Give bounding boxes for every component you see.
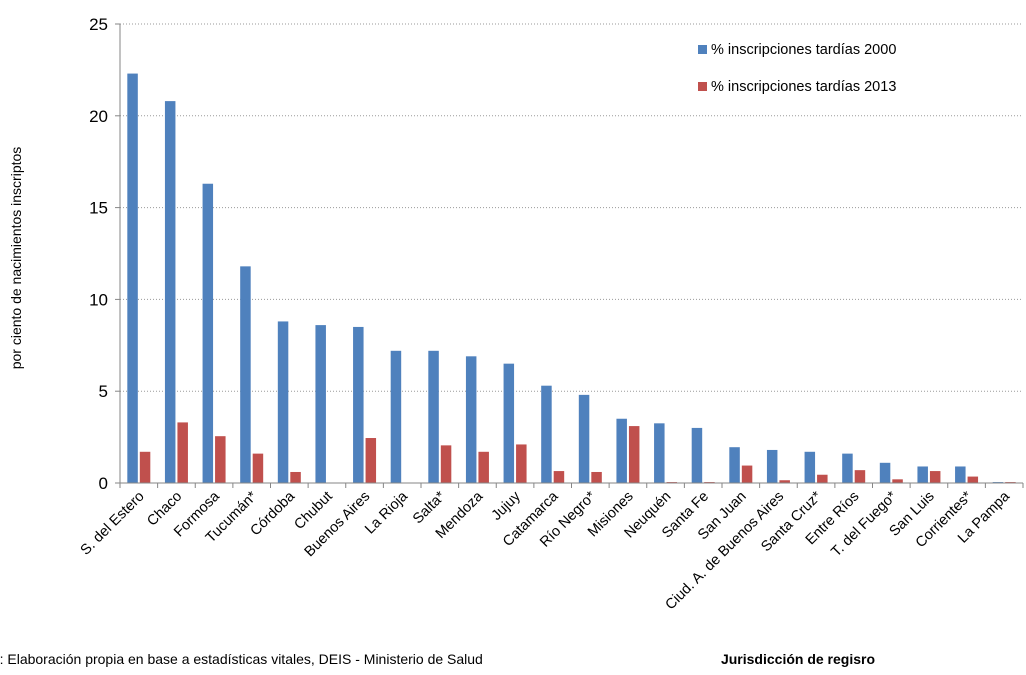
- bar-2013: [779, 480, 790, 483]
- legend-swatch-2013: [698, 82, 707, 91]
- bar-2000: [428, 350, 439, 483]
- legend-swatch-2000: [698, 45, 707, 54]
- bar-2013: [591, 471, 602, 483]
- legend-label-2013: % inscripciones tardías 2013: [711, 79, 896, 95]
- bar-2000: [541, 385, 552, 483]
- bar-2000: [917, 466, 928, 483]
- bar-2000: [127, 73, 138, 484]
- bar-2000: [729, 447, 740, 483]
- source-note: Fuente: Elaboración propia en base a est…: [0, 651, 483, 667]
- bar-2013: [177, 422, 188, 483]
- legend-label-2000: % inscripciones tardías 2000: [711, 42, 896, 58]
- bar-2000: [616, 418, 627, 483]
- category-label: S. del Estero: [78, 489, 148, 559]
- y-tick-label: 10: [89, 290, 108, 309]
- y-tick-label: 5: [99, 382, 108, 401]
- y-tick-label: 15: [89, 199, 108, 218]
- bar-2000: [879, 462, 891, 483]
- bar-2013: [139, 451, 151, 483]
- bar-2013: [741, 465, 753, 483]
- x-axis-category-labels: S. del EsteroChacoFormosaTucumán*Córdoba…: [78, 488, 1014, 613]
- bar-2000: [766, 449, 778, 483]
- gridlines: [120, 23, 1023, 392]
- bar-2000: [691, 427, 703, 483]
- category-label: La Rioja: [362, 488, 412, 538]
- bar-2000: [654, 423, 665, 483]
- bar-2013: [854, 470, 866, 483]
- bar-2013: [365, 438, 377, 483]
- bar-2013: [215, 436, 226, 483]
- x-axis-label: Jurisdicción de regisro: [721, 651, 875, 667]
- bar-2013: [553, 471, 565, 483]
- bar-2000: [353, 326, 364, 483]
- bar-2000: [465, 356, 477, 483]
- bar-2013: [892, 479, 903, 483]
- bar-2013: [478, 451, 489, 483]
- bar-2000: [315, 325, 326, 483]
- y-tick-label: 0: [99, 474, 108, 493]
- bar-2013: [817, 474, 828, 483]
- y-axis-label: por ciento de nacimientos inscriptos: [8, 147, 24, 370]
- bar-2013: [967, 476, 979, 483]
- legend: % inscripciones tardías 2000 % inscripci…: [698, 42, 896, 95]
- bar-2000: [240, 266, 251, 483]
- y-tick-label: 25: [89, 15, 108, 34]
- x-axis-tick-marks: [119, 483, 1024, 488]
- bar-2013: [440, 445, 452, 483]
- bar-2000: [503, 363, 515, 483]
- bar-2000: [578, 394, 590, 483]
- bar-2013: [628, 426, 640, 483]
- bars: [127, 73, 1016, 484]
- bar-2013: [290, 471, 301, 483]
- bar-2013: [929, 471, 941, 483]
- bar-2000: [277, 321, 289, 483]
- bar-2013: [252, 453, 264, 483]
- bar-2000: [842, 453, 853, 483]
- bar-2000: [804, 451, 816, 483]
- bar-2000: [390, 350, 402, 483]
- y-tick-label: 20: [89, 107, 108, 126]
- bar-2000: [164, 101, 176, 483]
- bar-2000: [955, 466, 966, 483]
- bar-2013: [516, 444, 527, 483]
- bar-2000: [202, 183, 214, 483]
- y-axis-tick-labels: 0 5 10 15 20 25: [89, 15, 120, 493]
